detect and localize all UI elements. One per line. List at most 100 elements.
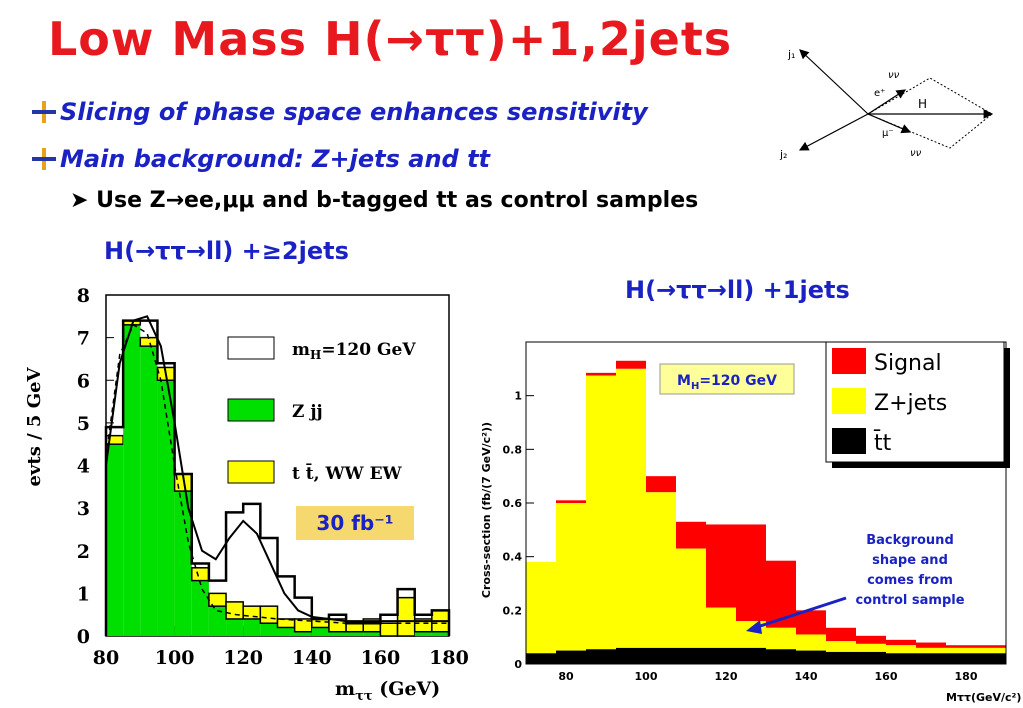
bg-curve bbox=[105, 323, 449, 624]
electron-line bbox=[867, 89, 907, 115]
sub-bullet: ➤ Use Z→ee,μμ and b-tagged tt as control… bbox=[70, 188, 698, 213]
jet1-line bbox=[799, 49, 869, 115]
legend-zjj: Z jj bbox=[292, 402, 323, 422]
right-xtick-label: 180 bbox=[955, 670, 978, 683]
left-xtick-label: 160 bbox=[361, 647, 401, 669]
bar-zjj bbox=[191, 580, 209, 636]
bar-signal bbox=[646, 476, 676, 493]
left-ytick-label: 2 bbox=[77, 541, 90, 563]
bar-ttww bbox=[139, 336, 159, 347]
bullet-1-text: Slicing of phase space enhances sensitiv… bbox=[60, 98, 648, 126]
bar-zjets bbox=[886, 645, 916, 654]
legend-swatch-zjj bbox=[227, 398, 275, 422]
right-ylabel: Cross-section (fb/(7 GeV/c²)) bbox=[480, 422, 493, 598]
bar-tt bbox=[766, 649, 796, 664]
sub-bullet-text: Use Z→ee,μμ and b-tagged tt as control s… bbox=[96, 188, 699, 213]
bar-zjets bbox=[556, 503, 586, 651]
legend-swatch-sig bbox=[832, 348, 866, 374]
hist-signal bbox=[104, 319, 451, 636]
lumi-text: 30 fb⁻¹ bbox=[316, 511, 393, 535]
bar-zjj bbox=[277, 627, 295, 636]
bar-zjj bbox=[363, 631, 381, 636]
bar-signal bbox=[856, 635, 886, 644]
bar-zjets bbox=[616, 368, 646, 648]
bar-tt bbox=[526, 653, 556, 664]
right-ytick-label: 0.8 bbox=[503, 443, 523, 456]
bar-signal bbox=[796, 610, 826, 635]
right-xtick-label: 120 bbox=[715, 670, 738, 683]
right-xtick-label: 80 bbox=[558, 670, 574, 683]
label-1jets: H(→ττ→ll) +1jets bbox=[625, 276, 850, 304]
legend-swatch-signal bbox=[227, 336, 275, 360]
right-ytick-label: 0.2 bbox=[503, 604, 523, 617]
right-xlabel: Mττ(GeV/c²) bbox=[946, 691, 1021, 704]
muon-line bbox=[867, 113, 912, 134]
bar-ttww bbox=[311, 618, 330, 629]
left-ylabel: evts / 5 GeV bbox=[24, 366, 45, 486]
label-eplus: e⁺ bbox=[874, 88, 885, 99]
bullet-icon bbox=[30, 148, 58, 170]
bar-tt bbox=[676, 647, 706, 664]
mh-badge bbox=[659, 363, 795, 395]
bar-signal bbox=[706, 524, 736, 608]
bar-signal bbox=[586, 372, 616, 376]
right-xtick-label: 160 bbox=[875, 670, 898, 683]
right-xtick-label: 100 bbox=[635, 670, 658, 683]
bar-zjets bbox=[796, 634, 826, 651]
label-2jets: H(→ττ→ll) +≥2jets bbox=[104, 237, 349, 265]
bar-zjets bbox=[706, 607, 736, 648]
bar-zjj bbox=[431, 631, 449, 636]
left-ytick-label: 4 bbox=[77, 456, 90, 478]
bar-zjj bbox=[311, 627, 329, 636]
bar-tt bbox=[586, 649, 616, 664]
bar-zjets bbox=[826, 641, 856, 652]
left-xtick-label: 120 bbox=[223, 647, 263, 669]
bar-tt bbox=[706, 647, 736, 664]
bar-zjj bbox=[208, 606, 227, 636]
bar-zjets bbox=[916, 647, 946, 654]
bar-signal bbox=[886, 639, 916, 646]
arrow-bullet-icon: ➤ bbox=[70, 188, 89, 213]
bar-ttww bbox=[242, 605, 262, 620]
label-nu-bottom: νν bbox=[910, 148, 922, 159]
neutrino-bottom bbox=[867, 113, 993, 149]
chart-1jets: Cross-section (fb/(7 GeV/c²)) 0 0.2 0.4 0.6… bbox=[480, 341, 1021, 704]
bar-tt bbox=[616, 647, 646, 664]
bar-tt bbox=[946, 653, 976, 664]
lumi-badge bbox=[296, 506, 414, 540]
bar-zjj bbox=[123, 324, 141, 636]
bar-zjets bbox=[946, 647, 976, 654]
bar-tt bbox=[886, 653, 916, 664]
legend-tt: t̄t bbox=[874, 430, 892, 456]
bar-tt bbox=[646, 647, 676, 664]
right-plot-frame bbox=[525, 341, 1007, 665]
annotation-arrow bbox=[753, 596, 847, 630]
bar-signal bbox=[826, 627, 856, 642]
bar-tt bbox=[976, 653, 1006, 664]
legend-sig: Signal bbox=[874, 351, 942, 376]
bar-tt bbox=[556, 650, 586, 664]
right-ytick-label: 1 bbox=[514, 390, 522, 403]
legend-swatch-zjets bbox=[832, 388, 866, 414]
jet2-line bbox=[798, 113, 869, 151]
right-ytick-label: 0.6 bbox=[503, 497, 523, 510]
bar-tt bbox=[796, 650, 826, 664]
left-xtick-label: 180 bbox=[429, 647, 469, 669]
left-xtick-label: 80 bbox=[93, 647, 119, 669]
mh-badge-text: MH=120 GeV bbox=[677, 373, 777, 392]
bar-zjj bbox=[174, 491, 192, 636]
left-ytick-label: 6 bbox=[77, 370, 90, 392]
bar-signal bbox=[916, 642, 946, 648]
bar-signal bbox=[976, 645, 1006, 648]
chart-2jets: evts / 5 GeV 0 1 2 3 4 5 6 7 8 80 100 120 140 160 180… bbox=[24, 285, 469, 704]
bar-signal bbox=[676, 521, 706, 549]
bullet-2: Main background: Z+jets and tt bbox=[30, 145, 490, 173]
label-H: H bbox=[918, 97, 927, 111]
left-xlabel: mττ (GeV) bbox=[335, 678, 440, 704]
bullet-2-text: Main background: Z+jets and tt bbox=[60, 145, 491, 173]
bar-zjets bbox=[766, 627, 796, 650]
right-ytick-label: 0 bbox=[514, 658, 522, 671]
bar-ttww bbox=[345, 622, 365, 633]
bar-zjets bbox=[526, 562, 556, 654]
bar-ttww bbox=[379, 622, 399, 637]
